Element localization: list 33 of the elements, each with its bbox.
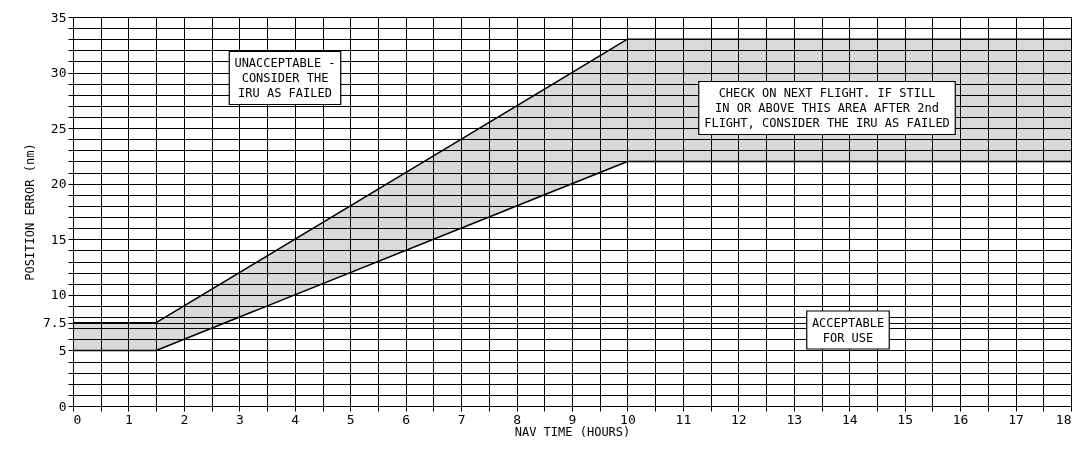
y-tick-label: 0 [58, 398, 67, 414]
x-axis-title: NAV TIME (HOURS) [514, 424, 631, 439]
x-tick-label: 4 [291, 411, 300, 427]
x-tick-label: 10 [620, 411, 636, 427]
y-tick-label: 20 [50, 176, 67, 192]
annotation: UNACCEPTABLE - CONSIDER THE IRU AS FAILED [234, 56, 336, 100]
x-tick-label: 18 [1055, 411, 1072, 427]
x-tick-label: 7 [457, 411, 466, 427]
x-tick-label: 14 [841, 411, 858, 427]
y-tick-label: 30 [50, 65, 67, 81]
x-tick-label: 3 [235, 411, 244, 427]
x-tick-label: 5 [346, 411, 355, 427]
y-tick-label: 35 [50, 9, 67, 25]
x-tick-label: 13 [786, 411, 803, 427]
x-tick-label: 8 [513, 411, 521, 427]
x-tick-label: 16 [952, 411, 969, 427]
y-tick-label: 15 [50, 231, 67, 247]
y-tick-label: 25 [50, 120, 67, 136]
x-tick-label: 1 [125, 411, 133, 427]
y-tick-label: 7.5 [43, 315, 67, 331]
x-tick-label: 0 [73, 411, 82, 427]
annotation: ACCEPTABLE FOR USE [811, 315, 885, 345]
x-tick-label: 12 [731, 411, 747, 427]
annotation: CHECK ON NEXT FLIGHT. IF STILL IN OR ABOVE THIS AREA AFTER 2nd FLIGHT, CONSIDER THE IRU AS FAILED [704, 86, 950, 130]
y-tick-label: 10 [50, 287, 67, 303]
x-tick-label: 2 [180, 411, 189, 427]
y-axis-title: POSITION ERROR (nm) [23, 143, 38, 281]
x-tick-label: 11 [675, 411, 692, 427]
y-tick-label: 5 [58, 342, 67, 358]
x-tick-label: 17 [1008, 411, 1024, 427]
x-tick-label: 6 [402, 411, 411, 427]
x-tick-label: 15 [897, 411, 913, 427]
x-tick-label: 9 [568, 411, 577, 427]
